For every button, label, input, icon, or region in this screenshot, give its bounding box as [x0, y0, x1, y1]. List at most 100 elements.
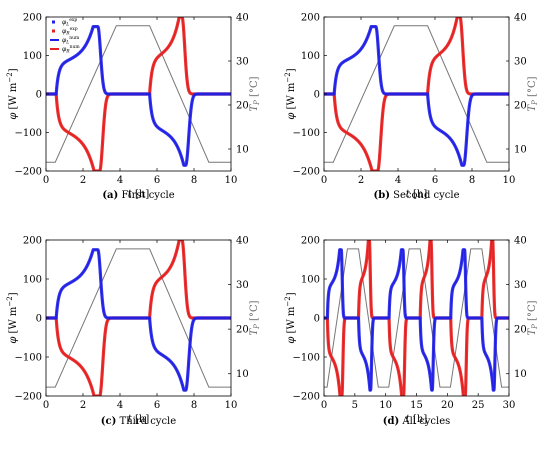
x-tick-label: 8 [191, 175, 197, 186]
x-axis-label: t [h] [406, 414, 428, 425]
plot-area [46, 240, 231, 396]
chart-panel-d: 0 5 10 15 20 25 30 −200 −100 0 100 200 10 20 30 40 t [h]… [284, 236, 539, 428]
heat-flux-left-num-series [324, 249, 509, 391]
x-tick-label: 10 [379, 400, 392, 411]
legend-entry: φRnum [50, 45, 80, 55]
y-tick-label: 200 [23, 13, 42, 24]
x-tick-label: 0 [321, 175, 327, 186]
x-tick-label: 10 [225, 175, 238, 186]
y-tick-label: −200 [293, 392, 320, 403]
x-tick-label: 0 [43, 400, 49, 411]
plot-area [46, 17, 231, 171]
x-tick-label: 10 [503, 175, 516, 186]
y-tick-label: 200 [301, 236, 320, 247]
y-tick-label: 200 [301, 13, 320, 24]
y-tick-label: −200 [15, 392, 42, 403]
legend-label: φLnum [62, 36, 80, 46]
x-axis-label: t [h] [128, 414, 150, 425]
panel-caption: (a) First cycle [102, 190, 174, 201]
legend-marker [52, 29, 55, 33]
y-tick-label: −100 [15, 128, 42, 139]
x-tick-label: 2 [80, 175, 86, 186]
y-axis-label: φ [W m−2] [284, 68, 297, 119]
y2-tick-label: 40 [514, 13, 527, 24]
chart-panel-b: 0 2 4 6 8 10 −200 −100 0 100 200 10 20 30 40 t [h] φ [W … [284, 13, 539, 202]
x-tick-label: 4 [117, 175, 123, 186]
y2-axis-label: TP [°C] [249, 76, 261, 111]
plot-area [324, 240, 509, 396]
x-tick-label: 6 [154, 400, 160, 411]
chart-panel-c: 0 2 4 6 8 10 −200 −100 0 100 200 10 20 30 40 t [h] φ [W … [6, 236, 261, 428]
x-tick-label: 30 [503, 400, 516, 411]
y2-tick-label: 30 [236, 57, 249, 68]
y2-tick-label: 30 [236, 280, 249, 291]
y-tick-label: −200 [293, 167, 320, 178]
y-tick-label: 100 [301, 51, 320, 62]
y-tick-label: 0 [36, 90, 42, 101]
x-tick-label: 4 [117, 400, 123, 411]
panel-caption: (d) All cycles [383, 416, 451, 427]
x-tick-label: 0 [43, 175, 49, 186]
y-tick-label: −100 [293, 353, 320, 364]
plot-area [324, 17, 509, 171]
y2-tick-label: 10 [514, 145, 527, 156]
panel-caption: (b) Second cycle [373, 190, 459, 201]
y2-tick-label: 20 [236, 101, 249, 112]
heat-flux-left-exp-series [324, 25, 509, 167]
y2-tick-label: 10 [236, 145, 249, 156]
x-tick-label: 25 [472, 400, 485, 411]
x-tick-label: 6 [154, 175, 160, 186]
legend-entry: φRexp [52, 27, 78, 37]
y-tick-label: 100 [301, 275, 320, 286]
temperature-series [324, 25, 509, 163]
y2-tick-label: 40 [236, 13, 249, 24]
x-axis-label: t [h] [128, 189, 150, 200]
y-tick-label: 0 [314, 314, 320, 325]
heat-flux-left-exp-series [324, 248, 509, 392]
y2-tick-label: 30 [514, 57, 527, 68]
y-tick-label: 0 [36, 314, 42, 325]
x-tick-label: 2 [358, 175, 364, 186]
y-axis-label: φ [W m−2] [6, 68, 19, 119]
y2-axis-label: TP [°C] [527, 76, 539, 111]
heat-flux-left-num-series [324, 26, 509, 166]
x-tick-label: 4 [395, 175, 401, 186]
y2-tick-label: 20 [236, 325, 249, 336]
y-tick-label: −100 [293, 128, 320, 139]
x-tick-label: 8 [469, 175, 475, 186]
y-tick-label: −200 [15, 167, 42, 178]
x-axis-label: t [h] [406, 189, 428, 200]
y2-tick-label: 10 [236, 369, 249, 380]
temperature-series [46, 25, 231, 163]
legend-marker [52, 20, 55, 24]
heat-flux-left-num-series [46, 249, 231, 391]
legend-label: φRexp [62, 27, 78, 37]
x-tick-label: 20 [441, 400, 454, 411]
y-axis-label: φ [W m−2] [6, 292, 19, 343]
legend-label: φLexp [62, 18, 77, 28]
y-tick-label: 0 [314, 90, 320, 101]
y-tick-label: 200 [23, 236, 42, 247]
temperature-series [46, 248, 231, 388]
temperature-series [324, 248, 509, 388]
y2-tick-label: 40 [236, 236, 249, 247]
y2-tick-label: 30 [514, 280, 527, 291]
y2-axis-label: TP [°C] [527, 300, 539, 335]
x-tick-label: 8 [191, 400, 197, 411]
y2-tick-label: 20 [514, 101, 527, 112]
y2-axis-label: TP [°C] [249, 300, 261, 335]
y-tick-label: 100 [23, 51, 42, 62]
x-tick-label: 10 [225, 400, 238, 411]
x-tick-label: 15 [410, 400, 423, 411]
legend-entry: φLnum [50, 36, 80, 46]
legend-entry: φLexp [52, 18, 77, 28]
y-axis-label: φ [W m−2] [284, 292, 297, 343]
legend-label: φRnum [62, 45, 80, 55]
panel-caption: (c) Third cycle [101, 416, 176, 427]
heat-flux-left-num-series [46, 26, 231, 166]
heat-flux-left-exp-series [46, 248, 231, 392]
x-tick-label: 0 [321, 400, 327, 411]
x-tick-label: 6 [432, 175, 438, 186]
